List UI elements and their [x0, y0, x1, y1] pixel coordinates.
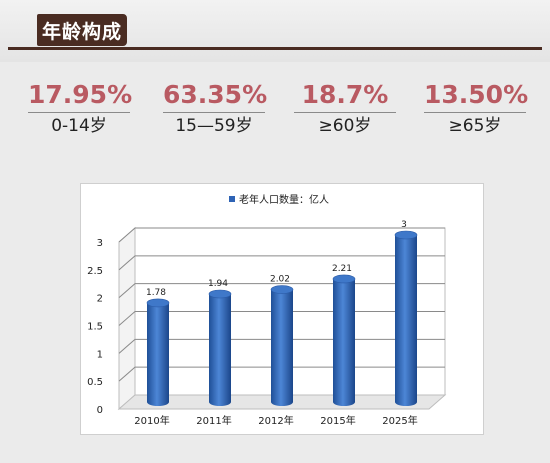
y-tick-label: 0.5	[87, 377, 103, 388]
y-tick-label: 2.5	[87, 266, 103, 277]
x-tick-label: 2015年	[320, 414, 355, 427]
bar-top	[394, 230, 418, 240]
bar	[395, 235, 417, 406]
data-label: 1.78	[146, 288, 166, 298]
y-tick-label: 0	[97, 405, 103, 416]
bar-top	[270, 285, 294, 294]
gridline	[118, 255, 445, 271]
bar-top	[208, 289, 232, 299]
stat-age-15-59: 63.35% 15—59岁	[155, 80, 273, 138]
data-label: 3	[401, 220, 407, 230]
stat-label: 0-14岁	[51, 116, 107, 136]
x-tick-label: 2025年	[382, 414, 417, 427]
bar	[209, 294, 231, 406]
bar	[271, 289, 293, 406]
data-label: 1.94	[208, 279, 228, 289]
legend-swatch	[229, 196, 235, 202]
y-tick-label: 2	[97, 294, 103, 305]
y-tick-label: 1.5	[87, 322, 103, 333]
bar-chart: 老年人口数量：亿人 0 0.5 1 1.5 2 2.5 3 1.78 2010年 1.94 2011年…	[87, 193, 447, 427]
stat-value: 17.95%	[28, 80, 132, 113]
stat-label: ≥60岁	[318, 116, 372, 136]
gridline	[118, 227, 445, 243]
bar-top	[146, 298, 170, 308]
title-underline	[8, 47, 542, 50]
data-label: 2.21	[332, 264, 352, 274]
bar-top	[332, 274, 356, 284]
stat-value: 63.35%	[163, 80, 267, 113]
stat-value: 13.50%	[424, 80, 528, 113]
stats-row: 17.95% 0-14岁 63.35% 15—59岁 18.7% ≥60岁 13…	[20, 80, 536, 140]
y-tick-label: 3	[97, 238, 103, 249]
bar	[147, 302, 169, 406]
y-tick-label: 1	[97, 349, 103, 360]
data-label: 2.02	[270, 275, 290, 285]
section-title: 年龄构成	[37, 14, 127, 46]
stat-age-60-plus: 18.7% ≥60岁	[286, 80, 404, 138]
stat-age-65-plus: 13.50% ≥65岁	[416, 80, 534, 138]
stat-label: ≥65岁	[448, 116, 502, 136]
x-tick-label: 2010年	[134, 414, 169, 427]
x-tick-label: 2011年	[196, 414, 231, 427]
bar	[333, 278, 355, 406]
x-tick-label: 2012年	[258, 414, 293, 427]
chart-frame: 老年人口数量：亿人 0 0.5 1 1.5 2 2.5 3 1.78 2010年 1.94 2011年…	[80, 183, 484, 435]
legend-label: 老年人口数量：亿人	[239, 193, 329, 206]
stat-label: 15—59岁	[175, 116, 253, 136]
stat-age-0-14: 17.95% 0-14岁	[20, 80, 138, 138]
stat-value: 18.7%	[294, 80, 396, 113]
